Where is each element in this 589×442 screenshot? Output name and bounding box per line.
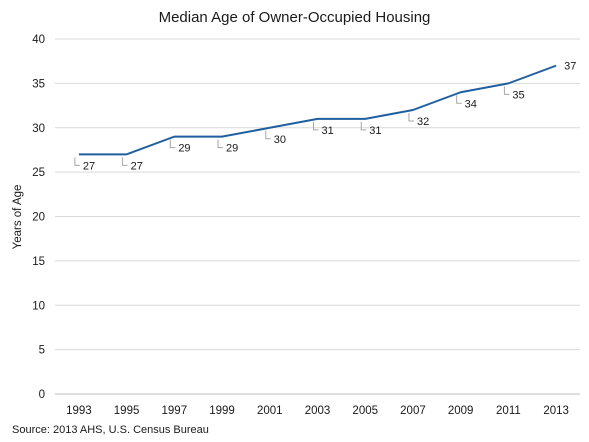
x-tick-label: 2005 [352,405,378,417]
data-label-leader [122,157,128,166]
y-tick-label: 0 [39,389,45,401]
grid-lines [55,38,580,395]
data-label: 35 [512,89,524,101]
data-labels: 27 27 29 29 30 31 31 32 34 35 37 [74,61,576,172]
data-label: 31 [322,125,334,137]
data-label: 37 [564,61,576,73]
y-tick-label: 40 [32,34,45,46]
chart-title: Median Age of Owner-Occupied Housing [158,9,431,26]
data-label: 30 [274,134,286,146]
y-tick-label: 10 [32,300,45,312]
data-label-leader [503,86,510,95]
data-label: 31 [369,125,381,137]
data-label: 34 [465,98,477,110]
y-tick-label: 25 [32,167,45,179]
data-label-leader [313,121,319,131]
y-tick-label: 20 [32,212,45,224]
data-label-leader [408,113,414,122]
data-label: 27 [131,160,143,172]
y-axis-label: Years of Age [12,185,24,250]
data-label-leader [217,139,224,149]
y-tick-label: 35 [32,78,45,90]
y-tick-label: 5 [39,345,45,357]
data-label-leader [456,95,462,104]
x-tick-label: 1995 [114,405,140,417]
source-note: Source: 2013 AHS, U.S. Census Bureau [12,424,209,436]
x-tick-label: 2007 [400,405,426,417]
data-label: 29 [178,143,190,155]
data-label-leader [265,130,271,140]
x-tick-label: 2009 [448,405,474,417]
x-tick-label: 2003 [305,405,331,417]
data-label-leader [74,157,80,166]
y-tick-label: 15 [32,256,45,268]
series-line-group [78,64,557,156]
data-label: 27 [83,160,95,172]
x-tick-label: 1999 [209,405,235,417]
data-label: 29 [226,143,238,155]
x-axis-ticks: 1993 1995 1997 1999 2001 2003 2005 2007 2009 2011… [66,405,569,417]
x-tick-label: 1997 [162,405,188,417]
x-tick-label: 2011 [496,405,521,417]
y-tick-label: 30 [32,123,45,135]
x-tick-label: 1993 [66,405,92,417]
y-axis-ticks: 0 5 10 15 20 25 30 35 40 [32,34,45,401]
series-line [78,64,557,156]
x-tick-label: 2001 [257,405,283,417]
data-label-leader [169,139,176,149]
x-tick-label: 2013 [543,405,569,417]
data-label: 32 [417,116,429,128]
data-label-leader [360,121,367,131]
